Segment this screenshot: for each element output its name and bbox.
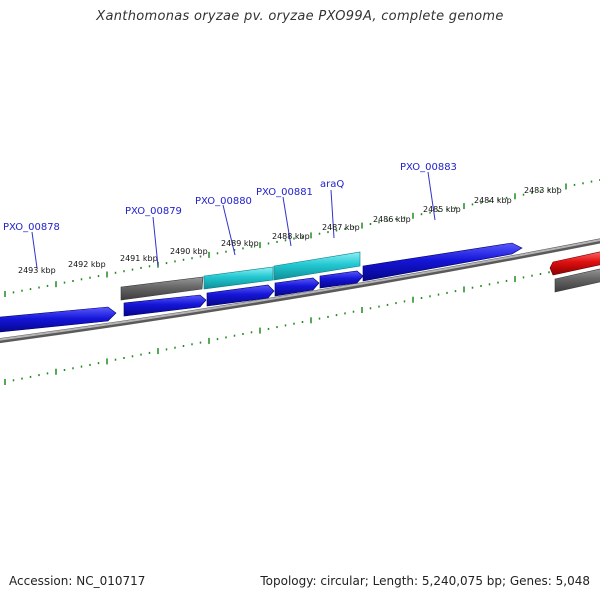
gene-forward-5[interactable] (319, 270, 364, 289)
kbp-label: 2484 kbp (474, 196, 512, 205)
gene-labels: PXO_00878 PXO_00879 PXO_00880 PXO_00881 … (3, 162, 457, 233)
gene-label-pxo-00880[interactable]: PXO_00880 (195, 196, 252, 207)
kbp-label: 2486 kbp (373, 215, 411, 224)
kbp-label: 2491 kbp (120, 254, 158, 263)
gene-reverse-cyan-1[interactable] (203, 266, 274, 290)
gene-reverse-gray-2[interactable] (554, 268, 600, 293)
gene-forward-highlight[interactable] (549, 251, 600, 276)
gene-forward-3[interactable] (206, 284, 275, 307)
genome-title: Xanthomonas oryzae pv. oryzae PXO99A, co… (96, 9, 504, 24)
kbp-label: 2493 kbp (18, 266, 56, 275)
gene-label-araq[interactable]: araQ (320, 179, 344, 190)
genome-summary-text: Topology: circular; Length: 5,240,075 bp… (260, 574, 590, 588)
tick-row-top (4, 179, 600, 297)
reverse-strand-genes (120, 251, 600, 301)
kbp-label: 2490 kbp (170, 247, 208, 256)
gene-label-pxo-00879[interactable]: PXO_00879 (125, 206, 182, 217)
gene-forward-2[interactable] (123, 294, 207, 317)
kbp-label: 2492 kbp (68, 260, 106, 269)
kbp-label: 2487 kbp (322, 223, 360, 232)
gene-label-pxo-00878[interactable]: PXO_00878 (3, 222, 60, 233)
gene-forward-6[interactable] (362, 242, 523, 282)
forward-strand-genes (0, 242, 600, 333)
label-leader-lines (31, 171, 436, 269)
gene-reverse-gray-1[interactable] (120, 276, 204, 301)
gene-label-pxo-00881[interactable]: PXO_00881 (256, 187, 313, 198)
kbp-label: 2483 kbp (524, 186, 562, 195)
accession-text: Accession: NC_010717 (9, 574, 146, 588)
kbp-label: 2489 kbp (221, 239, 259, 248)
kbp-labels: 2493 kbp 2492 kbp 2491 kbp 2490 kbp 2489… (18, 186, 562, 275)
gene-reverse-cyan-2[interactable] (273, 251, 361, 281)
gene-label-pxo-00883[interactable]: PXO_00883 (400, 162, 457, 173)
kbp-label: 2485 kbp (423, 205, 461, 214)
gene-forward-4[interactable] (274, 277, 320, 297)
genome-backbone (0, 238, 600, 344)
gene-forward-1[interactable] (0, 306, 117, 333)
kbp-label: 2488 kbp (272, 232, 310, 241)
